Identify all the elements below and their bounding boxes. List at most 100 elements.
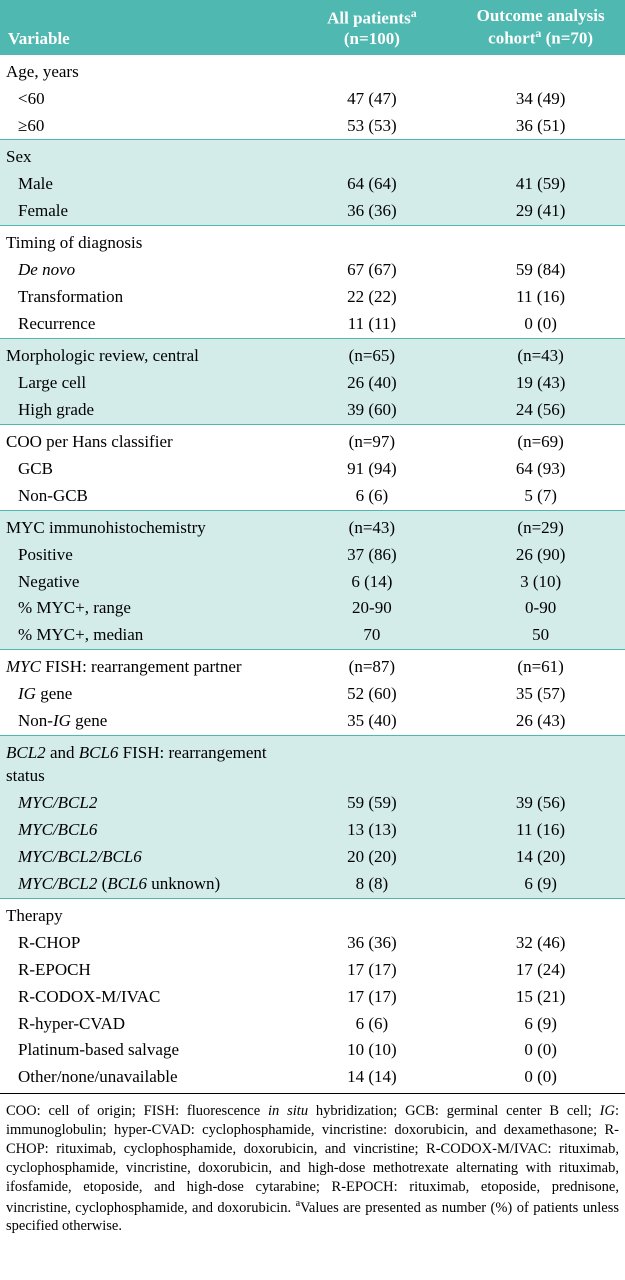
table-row: GCB91 (94)64 (93) [0,456,625,483]
section-title-row: Morphologic review, central(n=65)(n=43) [0,339,625,370]
section-n1 [288,226,457,257]
section-title: BCL2 and BCL6 FISH: rearrangement status [0,736,288,790]
section-n2 [456,140,625,171]
row-v1: 37 (86) [288,542,457,569]
table-row: Negative6 (14)3 (10) [0,569,625,596]
row-v2: 19 (43) [456,370,625,397]
row-v1: 39 (60) [288,397,457,424]
section-n1: (n=87) [288,650,457,681]
header-all-patients: All patientsa (n=100) [288,0,457,55]
row-v1: 36 (36) [288,930,457,957]
section-title: Therapy [0,898,288,929]
table-row: MYC/BCL613 (13)11 (16) [0,817,625,844]
row-v2: 14 (20) [456,844,625,871]
table-row: MYC/BCL2/BCL620 (20)14 (20) [0,844,625,871]
row-label: ≥60 [0,113,288,140]
row-label: MYC/BCL2 (BCL6 unknown) [0,871,288,898]
row-label: High grade [0,397,288,424]
row-v2: 0 (0) [456,1064,625,1091]
table-row: Other/none/unavailable14 (14)0 (0) [0,1064,625,1091]
row-label: MYC/BCL2 [0,790,288,817]
row-v1: 67 (67) [288,257,457,284]
row-v2: 59 (84) [456,257,625,284]
row-label: <60 [0,86,288,113]
row-v2: 17 (24) [456,957,625,984]
section-title: Timing of diagnosis [0,226,288,257]
table-row: Transformation22 (22)11 (16) [0,284,625,311]
row-label: MYC/BCL2/BCL6 [0,844,288,871]
row-v1: 64 (64) [288,171,457,198]
table-row: % MYC+, median7050 [0,622,625,649]
row-v1: 11 (11) [288,311,457,338]
row-v2: 36 (51) [456,113,625,140]
row-v2: 26 (90) [456,542,625,569]
table-row: High grade39 (60)24 (56) [0,397,625,424]
section-n2 [456,898,625,929]
section-n1: (n=97) [288,424,457,455]
table-row: Non-IG gene35 (40)26 (43) [0,708,625,735]
header-variable: Variable [0,0,288,55]
row-v2: 15 (21) [456,984,625,1011]
table-row: Platinum-based salvage10 (10)0 (0) [0,1037,625,1064]
section-title-row: MYC immunohistochemistry(n=43)(n=29) [0,510,625,541]
section-n1 [288,736,457,790]
table-row: MYC/BCL259 (59)39 (56) [0,790,625,817]
section-title-row: BCL2 and BCL6 FISH: rearrangement status [0,736,625,790]
section-title: MYC immunohistochemistry [0,510,288,541]
table-row: R-hyper-CVAD6 (6)6 (9) [0,1011,625,1038]
row-v1: 91 (94) [288,456,457,483]
row-label: Negative [0,569,288,596]
row-label: Male [0,171,288,198]
section-n2: (n=29) [456,510,625,541]
table-row: Non-GCB6 (6)5 (7) [0,483,625,510]
row-v1: 22 (22) [288,284,457,311]
section-title: MYC FISH: rearrangement partner [0,650,288,681]
row-v2: 0 (0) [456,311,625,338]
row-v2: 39 (56) [456,790,625,817]
row-v2: 64 (93) [456,456,625,483]
row-v2: 11 (16) [456,284,625,311]
table-header-row: Variable All patientsa (n=100) Outcome a… [0,0,625,55]
row-v2: 24 (56) [456,397,625,424]
row-v2: 34 (49) [456,86,625,113]
row-label: Transformation [0,284,288,311]
section-title-row: Timing of diagnosis [0,226,625,257]
row-v1: 10 (10) [288,1037,457,1064]
section-n1 [288,140,457,171]
row-v1: 20 (20) [288,844,457,871]
row-label: Large cell [0,370,288,397]
row-v2: 6 (9) [456,1011,625,1038]
row-v2: 32 (46) [456,930,625,957]
row-label: Female [0,198,288,225]
row-v1: 13 (13) [288,817,457,844]
section-n2: (n=43) [456,339,625,370]
row-label: R-EPOCH [0,957,288,984]
row-v1: 47 (47) [288,86,457,113]
section-title: COO per Hans classifier [0,424,288,455]
row-label: Non-IG gene [0,708,288,735]
table-row: IG gene52 (60)35 (57) [0,681,625,708]
row-v2: 5 (7) [456,483,625,510]
section-n1: (n=43) [288,510,457,541]
row-v2: 35 (57) [456,681,625,708]
table-row: ≥6053 (53)36 (51) [0,113,625,140]
row-v1: 70 [288,622,457,649]
table-row: % MYC+, range20-900-90 [0,595,625,622]
row-v2: 0-90 [456,595,625,622]
row-v2: 50 [456,622,625,649]
row-v1: 26 (40) [288,370,457,397]
row-label: % MYC+, median [0,622,288,649]
row-label: De novo [0,257,288,284]
row-v1: 35 (40) [288,708,457,735]
table-row: De novo67 (67)59 (84) [0,257,625,284]
section-title-row: Age, years [0,55,625,86]
row-v1: 14 (14) [288,1064,457,1091]
row-v1: 17 (17) [288,984,457,1011]
row-v1: 59 (59) [288,790,457,817]
row-label: Positive [0,542,288,569]
section-title-row: Therapy [0,898,625,929]
table-row: Positive37 (86)26 (90) [0,542,625,569]
row-label: Platinum-based salvage [0,1037,288,1064]
header-outcome-cohort: Outcome analysis cohorta (n=70) [456,0,625,55]
row-v1: 6 (14) [288,569,457,596]
